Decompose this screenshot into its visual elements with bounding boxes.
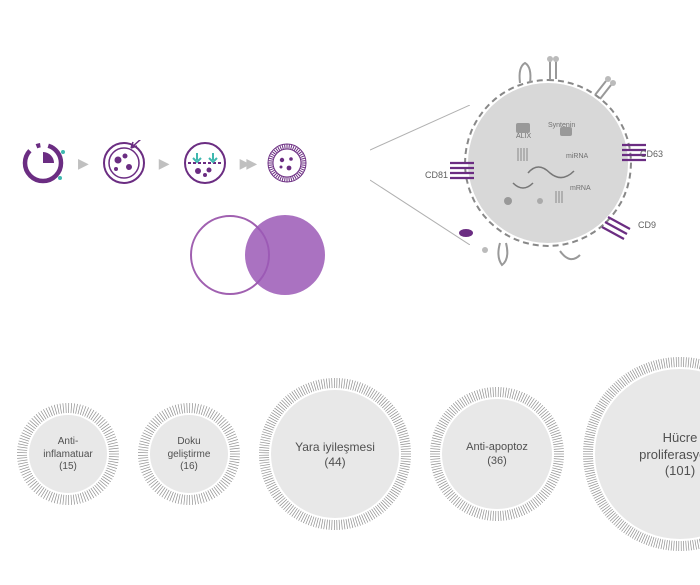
- category-item: Hücre proliferasyonu(101): [581, 355, 700, 553]
- membrane-label-cd63: CD63: [640, 149, 663, 159]
- membrane-label-cd9: CD9: [638, 220, 656, 230]
- venn-arrow-icon: [255, 196, 257, 200]
- category-label: Doku geliştirme: [168, 436, 211, 461]
- cell-progenitor-icon: [20, 140, 66, 186]
- arrow-icon: ▶: [159, 155, 170, 172]
- petri-dish-icon: [101, 140, 147, 186]
- category-circle: Yara iyileşmesi(44): [271, 390, 399, 518]
- category-count: (101): [665, 463, 695, 478]
- inner-label-alix: ALIX: [516, 133, 531, 140]
- category-item: Anti- inflamatuar(15): [15, 401, 121, 507]
- exosome-detail-diagram: CD81 CD63 CD9 Syntenin ALIX miRNA mRNA: [430, 55, 660, 285]
- membrane-label-cd81: CD81: [425, 170, 448, 180]
- arrow-double-icon: ▶▶: [240, 155, 254, 172]
- category-count: (15): [59, 461, 77, 472]
- filtration-icon: [182, 140, 228, 186]
- category-item: Doku geliştirme(16): [136, 401, 242, 507]
- category-count: (36): [487, 455, 507, 467]
- category-count: (44): [324, 455, 345, 469]
- category-label: Anti-apoptoz: [466, 441, 528, 455]
- category-item: Yara iyileşmesi(44): [257, 376, 413, 532]
- arrow-icon: ▶: [78, 155, 89, 172]
- category-item: Anti-apoptoz(36): [428, 385, 566, 523]
- category-circle: Doku geliştirme(16): [150, 415, 228, 493]
- category-count: (16): [180, 461, 198, 472]
- venn-diagram: [190, 215, 335, 295]
- process-flow: ▶ ▶ ▶▶: [20, 140, 309, 186]
- category-label: Yara iyileşmesi: [295, 440, 375, 455]
- membrane-proteins: [430, 55, 660, 285]
- inner-label-syntenin: Syntenin: [548, 122, 575, 129]
- exosome-small-icon: [265, 141, 309, 185]
- category-circle: Anti-apoptoz(36): [442, 399, 552, 509]
- inner-label-mirna: miRNA: [566, 153, 588, 160]
- inner-label-mrna: mRNA: [570, 185, 591, 192]
- category-circle: Anti- inflamatuar(15): [29, 415, 107, 493]
- categories-row: Anti- inflamatuar(15) Doku geliştirme(16)…: [15, 355, 700, 553]
- category-label: Hücre proliferasyonu: [639, 430, 700, 463]
- venn-right-circle: [245, 215, 325, 295]
- category-label: Anti- inflamatuar: [43, 436, 92, 461]
